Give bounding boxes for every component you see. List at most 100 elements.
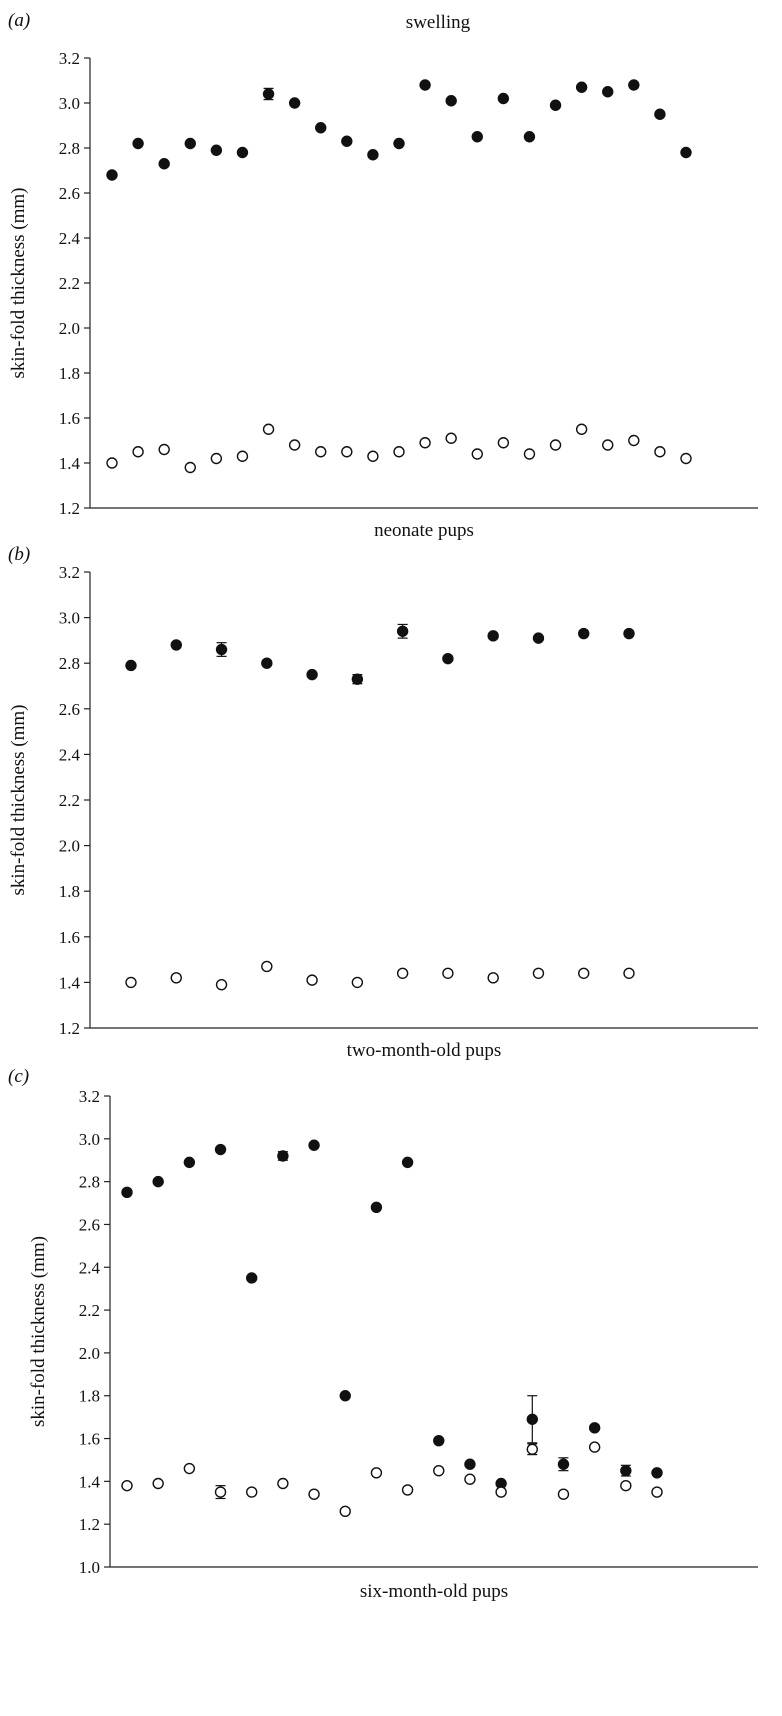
data-point-open — [523, 448, 536, 460]
data-point-open — [557, 1488, 570, 1500]
data-point-filled — [262, 88, 275, 100]
data-point-filled — [315, 122, 327, 134]
y-axis-label: skin-fold thickness (mm) — [8, 704, 29, 895]
data-point-filled — [170, 639, 182, 651]
data-point-open — [106, 457, 118, 469]
data-point-open — [396, 967, 409, 979]
data-point-filled — [370, 1201, 383, 1214]
data-point-filled — [158, 158, 170, 170]
data-point-open — [158, 443, 170, 456]
data-point-open — [401, 1484, 414, 1496]
data-point-filled — [628, 79, 640, 91]
series-open — [125, 960, 635, 991]
y-tick-label: 1.8 — [59, 364, 80, 383]
data-point-filled — [497, 92, 510, 105]
data-point-filled — [306, 668, 318, 681]
data-point-open — [532, 967, 545, 979]
y-tick-label: 1.6 — [59, 928, 80, 947]
data-point-filled — [471, 131, 483, 143]
data-point-filled — [654, 108, 666, 120]
data-point-filled — [445, 95, 457, 107]
y-tick-label: 1.6 — [79, 1430, 100, 1449]
data-point-open — [262, 423, 275, 435]
panel-1: (a) 1.2 1.4 1.6 1.8 2.0 2.2 2.4 2.6 2.8 3.0 3.2 neon… — [8, 10, 758, 541]
data-point-filled — [557, 1458, 570, 1470]
series-filled — [121, 1139, 663, 1490]
data-point-filled — [433, 1434, 445, 1447]
y-tick-label: 3.2 — [79, 1087, 100, 1106]
y-tick-label: 2.6 — [59, 184, 80, 203]
data-point-filled — [623, 627, 635, 640]
data-point-open — [419, 437, 431, 449]
data-point-open — [351, 976, 364, 989]
data-point-open — [495, 1486, 507, 1498]
data-point-filled — [308, 1139, 320, 1151]
data-point-filled — [125, 659, 137, 672]
data-point-filled — [393, 137, 405, 150]
y-tick-label: 1.4 — [79, 1472, 101, 1491]
data-point-filled — [246, 1272, 258, 1284]
data-point-open — [620, 1479, 632, 1492]
y-tick-label: 1.0 — [79, 1558, 100, 1577]
y-tick-label: 3.0 — [59, 609, 80, 628]
y-tick-label: 2.8 — [59, 139, 80, 158]
data-point-filled — [183, 1156, 196, 1169]
data-point-filled — [680, 146, 692, 159]
data-point-filled — [261, 657, 273, 669]
data-point-open — [393, 446, 405, 458]
data-point-open — [497, 437, 510, 449]
series-open — [121, 1441, 663, 1518]
data-point-open — [487, 972, 499, 984]
data-point-open — [471, 448, 483, 460]
y-tick-label: 2.2 — [79, 1301, 100, 1320]
data-point-open — [306, 974, 318, 986]
y-tick-label: 1.2 — [79, 1515, 100, 1534]
data-point-open — [261, 960, 273, 973]
data-point-filled — [236, 146, 249, 159]
data-point-open — [578, 967, 590, 979]
panel-label: (c) — [8, 1066, 29, 1087]
data-point-open — [121, 1479, 133, 1492]
data-point-filled — [487, 630, 499, 642]
data-point-open — [315, 446, 327, 458]
data-point-open — [341, 446, 353, 458]
data-point-open — [215, 978, 228, 991]
data-point-open — [654, 446, 666, 458]
y-tick-label: 1.2 — [59, 1019, 80, 1038]
data-point-filled — [184, 137, 196, 150]
y-tick-label: 2.4 — [59, 745, 81, 764]
series-filled — [125, 623, 635, 685]
y-tick-label: 1.8 — [59, 882, 80, 901]
data-point-open — [132, 446, 144, 458]
data-point-filled — [341, 135, 353, 147]
series-filled — [106, 79, 692, 181]
data-point-filled — [367, 149, 379, 161]
data-point-filled — [578, 627, 590, 640]
y-tick-label: 3.0 — [59, 94, 80, 113]
y-tick-label: 2.2 — [59, 274, 80, 293]
data-point-filled — [396, 625, 409, 637]
data-point-open — [184, 461, 196, 474]
data-point-open — [183, 1462, 196, 1475]
data-point-filled — [464, 1458, 476, 1470]
data-point-filled — [523, 131, 536, 143]
data-point-open — [170, 972, 182, 984]
data-point-open — [125, 976, 137, 989]
y-axis-label: skin-fold thickness (mm) — [28, 1236, 49, 1427]
data-point-filled — [152, 1175, 164, 1188]
data-point-open — [246, 1486, 258, 1498]
figure-title: swelling — [406, 12, 471, 33]
y-tick-label: 2.8 — [59, 654, 80, 673]
data-point-open — [549, 439, 562, 451]
y-tick-label: 3.2 — [59, 563, 80, 582]
data-point-open — [277, 1477, 289, 1490]
y-tick-label: 1.2 — [59, 499, 80, 518]
data-point-open — [651, 1486, 663, 1498]
panel-label: (a) — [8, 10, 30, 31]
data-point-open — [588, 1441, 601, 1453]
data-point-filled — [588, 1422, 601, 1434]
y-tick-label: 2.6 — [79, 1215, 100, 1234]
data-point-filled — [339, 1390, 351, 1402]
data-point-filled — [351, 673, 364, 685]
